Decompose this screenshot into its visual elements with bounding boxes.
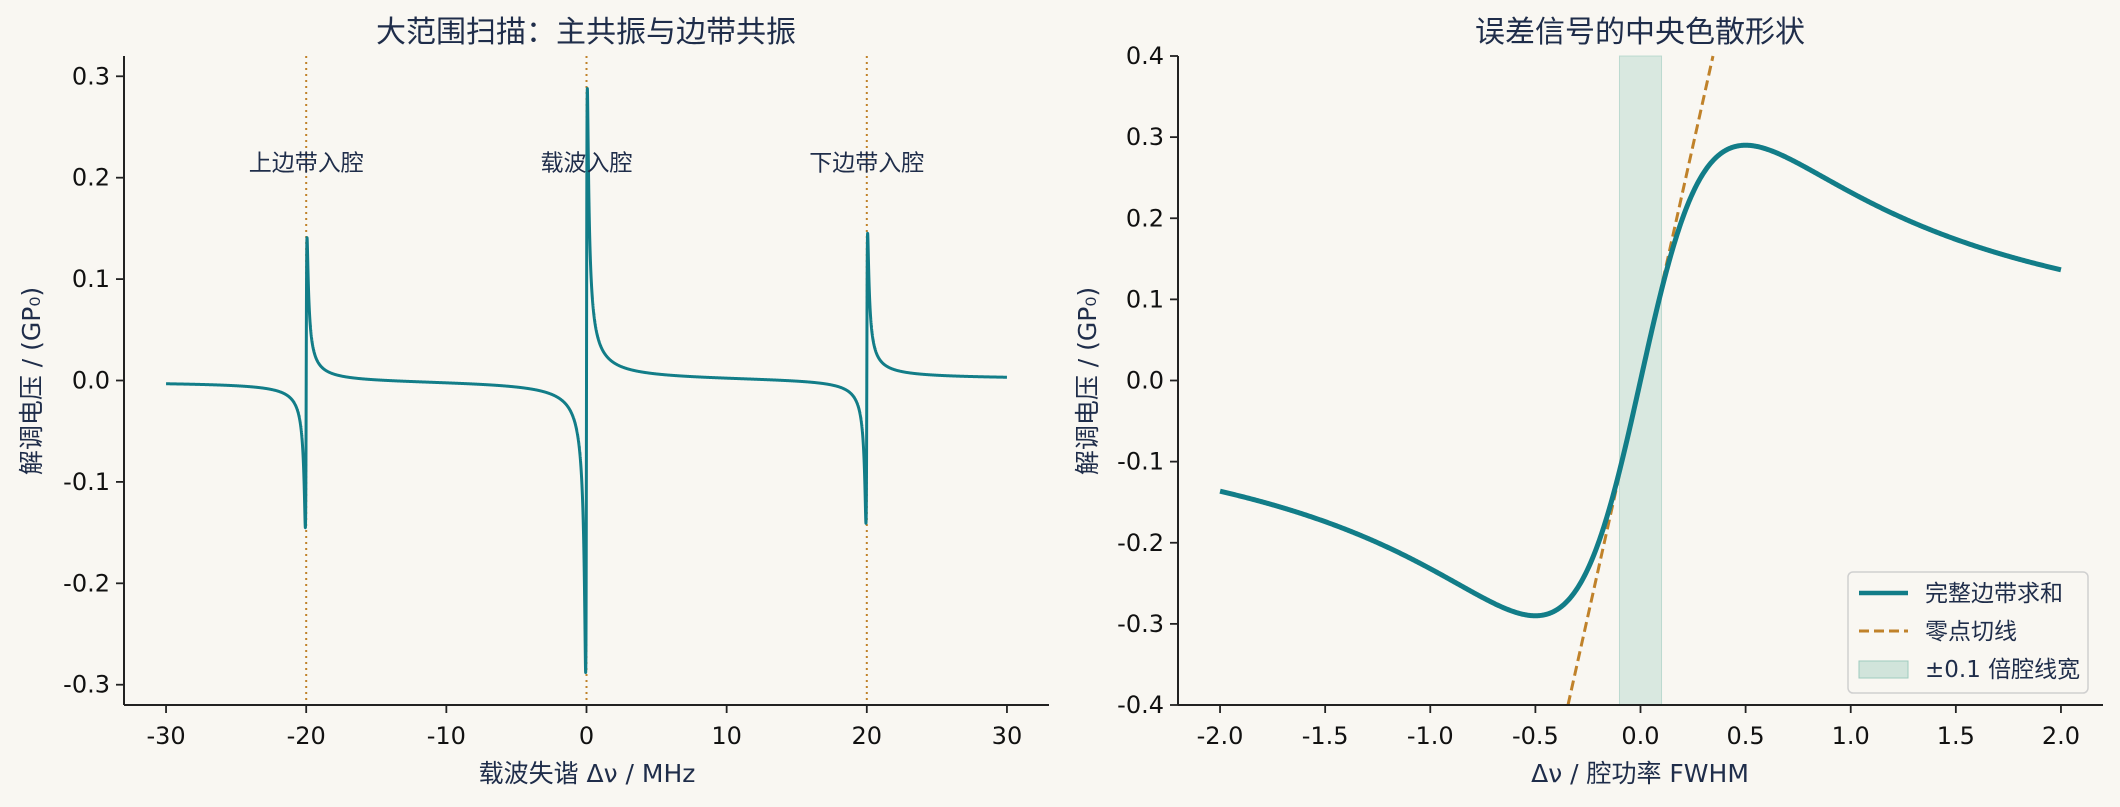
left-x-tick-label: -30 — [146, 722, 185, 750]
left-y-tick-label: 0.1 — [72, 265, 110, 293]
left-y-tick-label: -0.2 — [63, 569, 110, 597]
legend-swatch-band — [1858, 660, 1909, 679]
right-x-ticks: -2.0 -1.5 -1.0 -0.5 0.0 0.5 1.0 1.5 2.0 — [1197, 705, 2080, 750]
left-y-tick-label: 0.2 — [72, 164, 110, 192]
left-x-tick-label: 30 — [992, 722, 1023, 750]
right-y-tick-label: 0.3 — [1126, 123, 1164, 151]
right-x-tick-label: -0.5 — [1512, 722, 1559, 750]
right-y-tick-label: -0.2 — [1117, 529, 1164, 557]
right-x-tick-label: -1.5 — [1302, 722, 1349, 750]
left-x-tick-label: 10 — [711, 722, 742, 750]
right-x-tick-label: 2.0 — [2042, 722, 2080, 750]
left-x-tick-label: 20 — [852, 722, 883, 750]
left-panel: 大范围扫描：主共振与边带共振 上边带入腔 载波入腔 下边带入腔 -30 -20 -10 0… — [17, 15, 1049, 788]
left-y-tick-label: -0.1 — [63, 468, 110, 496]
left-annotation: 载波入腔 — [541, 150, 633, 176]
left-x-axis-label: 载波失谐 Δν / MHz — [479, 759, 696, 788]
right-x-tick-label: 1.0 — [1832, 722, 1870, 750]
left-x-tick-label: -10 — [427, 722, 466, 750]
legend: 完整边带求和 零点切线 ±0.1 倍腔线宽 — [1847, 571, 2089, 694]
left-x-tick-label: -20 — [287, 722, 326, 750]
right-y-tick-label: 0.2 — [1126, 204, 1164, 232]
left-x-tick-label: 0 — [579, 722, 594, 750]
left-signal-line — [164, 86, 1009, 675]
right-y-tick-label: -0.4 — [1117, 691, 1164, 719]
left-annotations: 上边带入腔 载波入腔 下边带入腔 — [249, 150, 925, 176]
legend-label-tangent: 零点切线 — [1925, 619, 2017, 645]
left-chart-title: 大范围扫描：主共振与边带共振 — [376, 15, 796, 50]
right-y-axis-label: 解调电压 / (GP₀) — [1073, 287, 1102, 475]
right-y-tick-label: 0.0 — [1126, 367, 1164, 395]
right-x-tick-label: 1.5 — [1937, 722, 1975, 750]
left-y-tick-label: 0.3 — [72, 62, 110, 90]
right-y-ticks: -0.4 -0.3 -0.2 -0.1 0.0 0.1 0.2 0.3 0.4 — [1117, 42, 1178, 719]
left-y-ticks: -0.3 -0.2 -0.1 0.0 0.1 0.2 0.3 — [63, 62, 124, 699]
right-y-tick-label: -0.3 — [1117, 610, 1164, 638]
right-x-tick-label: 0.5 — [1727, 722, 1765, 750]
right-x-tick-label: -2.0 — [1197, 722, 1244, 750]
left-y-axis-label: 解调电压 / (GP₀) — [17, 287, 46, 475]
legend-label-signal: 完整边带求和 — [1925, 581, 2063, 607]
left-annotation: 上边带入腔 — [249, 150, 364, 176]
right-signal-line — [1218, 142, 2063, 619]
right-x-tick-label: 0.0 — [1621, 722, 1659, 750]
left-y-tick-label: 0.0 — [72, 367, 110, 395]
left-y-tick-label: -0.3 — [63, 671, 110, 699]
legend-label-band: ±0.1 倍腔线宽 — [1925, 657, 2080, 683]
right-y-tick-label: 0.1 — [1126, 285, 1164, 313]
left-x-ticks: -30 -20 -10 0 10 20 30 — [146, 705, 1022, 750]
left-annotation: 下边带入腔 — [809, 150, 924, 176]
right-x-tick-label: -1.0 — [1407, 722, 1454, 750]
right-panel: 误差信号的中央色散形状 -2.0 -1.5 -1.0 -0.5 0.0 0.5 1.0 1.5… — [1073, 15, 2103, 788]
right-y-tick-label: -0.1 — [1117, 448, 1164, 476]
right-x-axis-label: Δν / 腔功率 FWHM — [1531, 759, 1749, 788]
right-y-tick-label: 0.4 — [1126, 42, 1164, 70]
right-chart-title: 误差信号的中央色散形状 — [1475, 15, 1805, 50]
